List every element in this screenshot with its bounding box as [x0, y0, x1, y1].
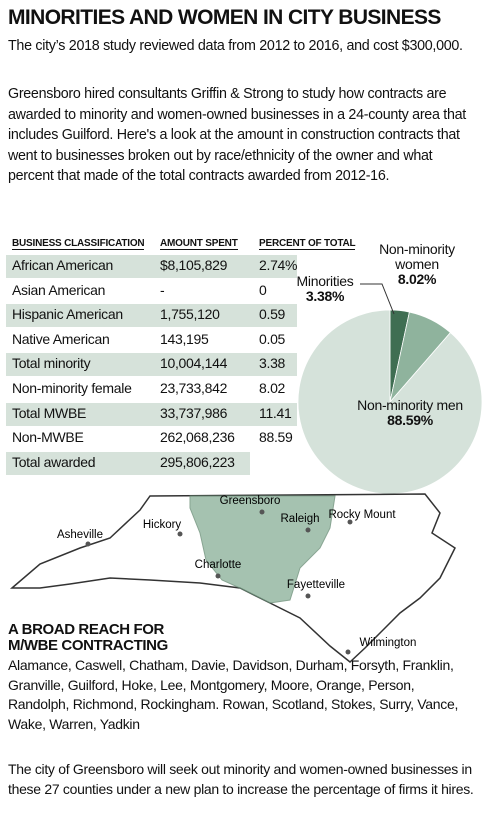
column-header: Business classification [12, 238, 145, 250]
table-cell: Non-MWBE [12, 429, 84, 446]
city-dot [347, 519, 353, 525]
footer-note: The city of Greensboro will seek out min… [8, 761, 474, 797]
table-row: Non-minority female 23,733,842 8.02 [6, 378, 297, 401]
table-cell: 262,068,236 [160, 429, 235, 446]
slice-label: Minorities 3.38% [290, 274, 360, 304]
table-cell: 143,195 [160, 330, 209, 347]
table-row: Total MWBE 33,737,986 11.41 [6, 402, 297, 426]
table-cell: Hispanic American [12, 306, 123, 323]
category-label: Non-minority men [357, 397, 463, 413]
category-label: Non-minority women [379, 241, 455, 272]
table-cell: 1,755,120 [160, 306, 220, 323]
city-dot [305, 593, 311, 599]
pie-chart [297, 283, 483, 495]
column-header: Amount spent [160, 238, 238, 250]
city-label: Rocky Mount [328, 509, 396, 521]
city-label: Asheville [57, 529, 103, 541]
table-row: Non-MWBE 262,068,236 88.59 [6, 427, 297, 450]
region [189, 495, 336, 604]
table-row: Hispanic American 1,755,120 0.59 [6, 304, 297, 328]
column-header: Percent of total [259, 238, 356, 250]
table-cell: 8.02 [259, 380, 286, 396]
value-label: 88.59% [387, 412, 433, 428]
table-cell: 0.05 [259, 330, 286, 347]
table-cell: Total minority [12, 355, 91, 372]
table-cell: 10,004,144 [160, 355, 228, 372]
category-label: Minorities [296, 273, 354, 289]
county-list: Alamance, Caswell, Chatham, Davie, David… [8, 657, 459, 732]
table-cell: 33,737,986 [160, 404, 228, 421]
table-cell: 3.38 [259, 355, 286, 372]
city-dot [305, 527, 311, 533]
table-cell: 11.41 [259, 404, 292, 421]
table-cell: Non-minority female [12, 380, 132, 396]
table-row: African American $8,105,829 2.74% [6, 255, 298, 278]
table-cell: African American [12, 257, 114, 273]
title: MINORITIES AND WOMEN IN CITY BUSINESS [8, 6, 441, 29]
city-dot [259, 509, 265, 515]
city-label: Raleigh [281, 513, 320, 525]
table-cell: 0.59 [259, 306, 286, 323]
slice-label: Non-minority men 88.59% [355, 398, 465, 428]
intro: Greensboro hired consultants Griffin & S… [8, 86, 466, 184]
table-cell: Native American [12, 330, 110, 347]
table-cell: 23,733,842 [160, 380, 228, 396]
table-cell: $8,105,829 [160, 257, 228, 273]
table-row: Total awarded 295,806,223 [6, 451, 250, 475]
heading: A BROAD REACH FOR M/WBE CONTRACTING [8, 621, 168, 654]
table-cell: 88.59 [259, 429, 293, 446]
table-row: Total minority 10,004,144 3.38 [6, 353, 297, 377]
table-cell: Asian American [12, 281, 106, 298]
city-label: Wilmington [360, 637, 417, 649]
table-cell: 2.74% [259, 257, 298, 273]
table-cell: Total MWBE [12, 404, 87, 421]
table-cell: 295,806,223 [160, 453, 235, 470]
city-dot [215, 573, 221, 579]
pie-slice [297, 309, 483, 495]
table-row: Asian American - 0 [6, 280, 297, 303]
city-label: Greensboro [220, 495, 281, 507]
city-dot [345, 649, 351, 655]
city-label: Hickory [143, 519, 182, 531]
city-label: Fayetteville [287, 579, 345, 591]
table-cell: Total awarded [12, 453, 96, 470]
city-dot [85, 541, 91, 547]
slice-label: Non-minority women 8.02% [362, 242, 472, 287]
table-cell: - [160, 281, 165, 298]
city-label: Charlotte [195, 559, 242, 571]
value-label: 3.38% [305, 288, 345, 304]
table-row: Native American 143,195 0.05 [6, 329, 297, 352]
city-dot [177, 531, 183, 537]
leader-line [360, 283, 395, 315]
intro: The city’s 2018 study reviewed data from… [8, 38, 463, 54]
value-label: 8.02% [397, 271, 437, 287]
table-cell: 0 [259, 281, 267, 298]
